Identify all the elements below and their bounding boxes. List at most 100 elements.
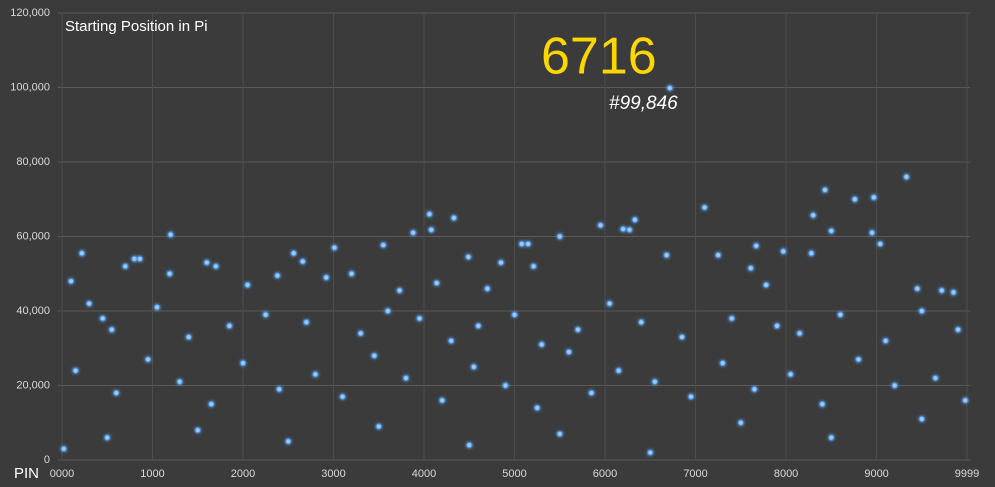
data-point (244, 281, 251, 289)
data-point (851, 196, 858, 203)
data-point (962, 397, 969, 404)
data-point (433, 279, 440, 287)
data-point (588, 389, 595, 397)
data-point (828, 227, 835, 235)
data-point (439, 397, 446, 404)
data-point (565, 348, 572, 356)
data-point (299, 258, 306, 265)
data-point (615, 367, 622, 374)
data-point (448, 337, 455, 344)
data-point (631, 216, 639, 223)
annotation-position: #99,846 (609, 93, 678, 114)
data-point (808, 250, 815, 257)
data-point (651, 378, 658, 385)
data-point (226, 322, 233, 329)
x-tick-label: 8000 (774, 468, 798, 480)
data-point (918, 415, 925, 423)
data-point (626, 226, 633, 233)
data-point (185, 333, 192, 341)
data-point (375, 423, 382, 430)
data-point (426, 211, 433, 218)
data-point (166, 270, 173, 277)
data-point (60, 445, 67, 452)
data-point (737, 419, 744, 426)
data-point (773, 322, 781, 329)
x-tick-label: 7000 (683, 468, 707, 480)
y-tick-label: 100,000 (10, 81, 50, 93)
data-point (810, 212, 817, 219)
y-tick-label: 80,000 (16, 156, 50, 168)
data-point (918, 307, 925, 315)
y-tick-label: 20,000 (16, 379, 50, 391)
data-point (78, 250, 86, 257)
data-point (475, 322, 482, 329)
data-point (728, 315, 735, 322)
data-point (153, 304, 161, 311)
data-point (751, 386, 758, 393)
data-point (380, 241, 387, 249)
data-point (620, 225, 627, 233)
data-point (828, 434, 835, 441)
data-point (371, 352, 378, 359)
y-tick-label: 40,000 (16, 305, 50, 317)
data-point (410, 229, 417, 236)
chart-title: Starting Position in Pi (65, 18, 208, 35)
data-point (882, 337, 889, 344)
y-tick-label: 0 (44, 454, 50, 466)
data-point (530, 263, 537, 270)
data-point (276, 386, 283, 393)
data-point (954, 326, 962, 333)
x-tick-label: 4000 (412, 468, 436, 480)
data-point (402, 374, 410, 382)
data-point (484, 285, 491, 292)
data-point (303, 319, 310, 326)
data-point (285, 438, 292, 445)
data-point (208, 401, 215, 408)
data-point (466, 442, 473, 449)
annotation-pin: 6716 (541, 28, 657, 86)
data-point (167, 231, 174, 238)
data-point (647, 449, 654, 456)
data-point (331, 244, 338, 251)
data-point (877, 240, 884, 248)
data-point (666, 84, 673, 92)
data-point (470, 363, 477, 370)
data-point (747, 265, 754, 272)
data-point (597, 222, 604, 229)
data-point (870, 194, 877, 201)
data-point (638, 319, 645, 326)
data-point (821, 186, 829, 194)
x-tick-label: 9000 (864, 468, 888, 480)
data-point (525, 240, 532, 248)
data-point (819, 401, 826, 408)
data-point (312, 371, 319, 378)
x-tick-label: 1000 (140, 468, 164, 480)
data-point (274, 272, 281, 279)
data-point (339, 393, 346, 400)
data-point (701, 204, 708, 211)
y-tick-label: 60,000 (16, 230, 50, 242)
data-point (753, 242, 760, 249)
data-point (715, 252, 722, 259)
data-point (556, 233, 563, 240)
data-point (203, 259, 210, 266)
data-point (837, 311, 844, 318)
data-point (262, 311, 269, 318)
data-point (511, 311, 518, 318)
data-point (787, 371, 794, 378)
data-point (938, 287, 945, 294)
data-point (556, 430, 563, 438)
data-point (950, 289, 957, 296)
data-point (290, 250, 297, 257)
data-point (239, 360, 247, 367)
data-point (687, 393, 695, 400)
data-point (497, 259, 505, 266)
data-point (357, 330, 364, 337)
x-tick-label: 9999 (955, 468, 979, 480)
data-point (450, 214, 458, 221)
data-point (396, 287, 403, 294)
data-point (574, 326, 582, 333)
x-axis-label: PIN (14, 465, 39, 482)
